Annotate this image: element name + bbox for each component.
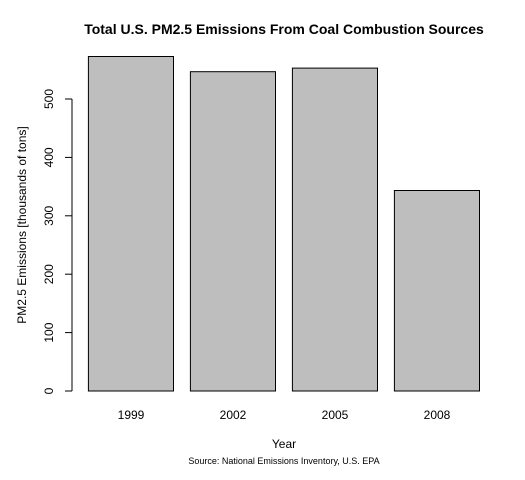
bar-2002 [189, 71, 276, 392]
bar-2005 [291, 67, 378, 392]
x-tick-label-2002: 2002 [220, 408, 247, 422]
bars-group [87, 56, 480, 392]
y-tick-label-5: 500 [42, 89, 56, 109]
y-tick-label-0: 0 [42, 387, 56, 394]
y-axis-label: PM2.5 Emissions [thousands of tons] [15, 126, 29, 323]
bar-1999 [87, 56, 174, 392]
source-caption: Source: National Emissions Inventory, U.… [188, 456, 379, 466]
y-axis-ticks: 0 100 200 300 400 500 [42, 89, 72, 394]
y-tick-label-1: 100 [42, 322, 56, 342]
x-axis-label: Year [272, 437, 296, 451]
y-axis: 0 100 200 300 400 500 [42, 89, 73, 394]
x-tick-label-2008: 2008 [424, 408, 451, 422]
chart-title: Total U.S. PM2.5 Emissions From Coal Com… [84, 21, 484, 37]
y-tick-label-4: 400 [42, 147, 56, 167]
x-tick-label-1999: 1999 [118, 408, 145, 422]
bar-2008 [393, 190, 480, 392]
y-tick-label-2: 200 [42, 264, 56, 284]
y-tick-label-3: 300 [42, 205, 56, 225]
x-tick-label-2005: 2005 [322, 408, 349, 422]
x-axis-tick-labels: 1999 2002 2005 2008 [118, 408, 451, 422]
